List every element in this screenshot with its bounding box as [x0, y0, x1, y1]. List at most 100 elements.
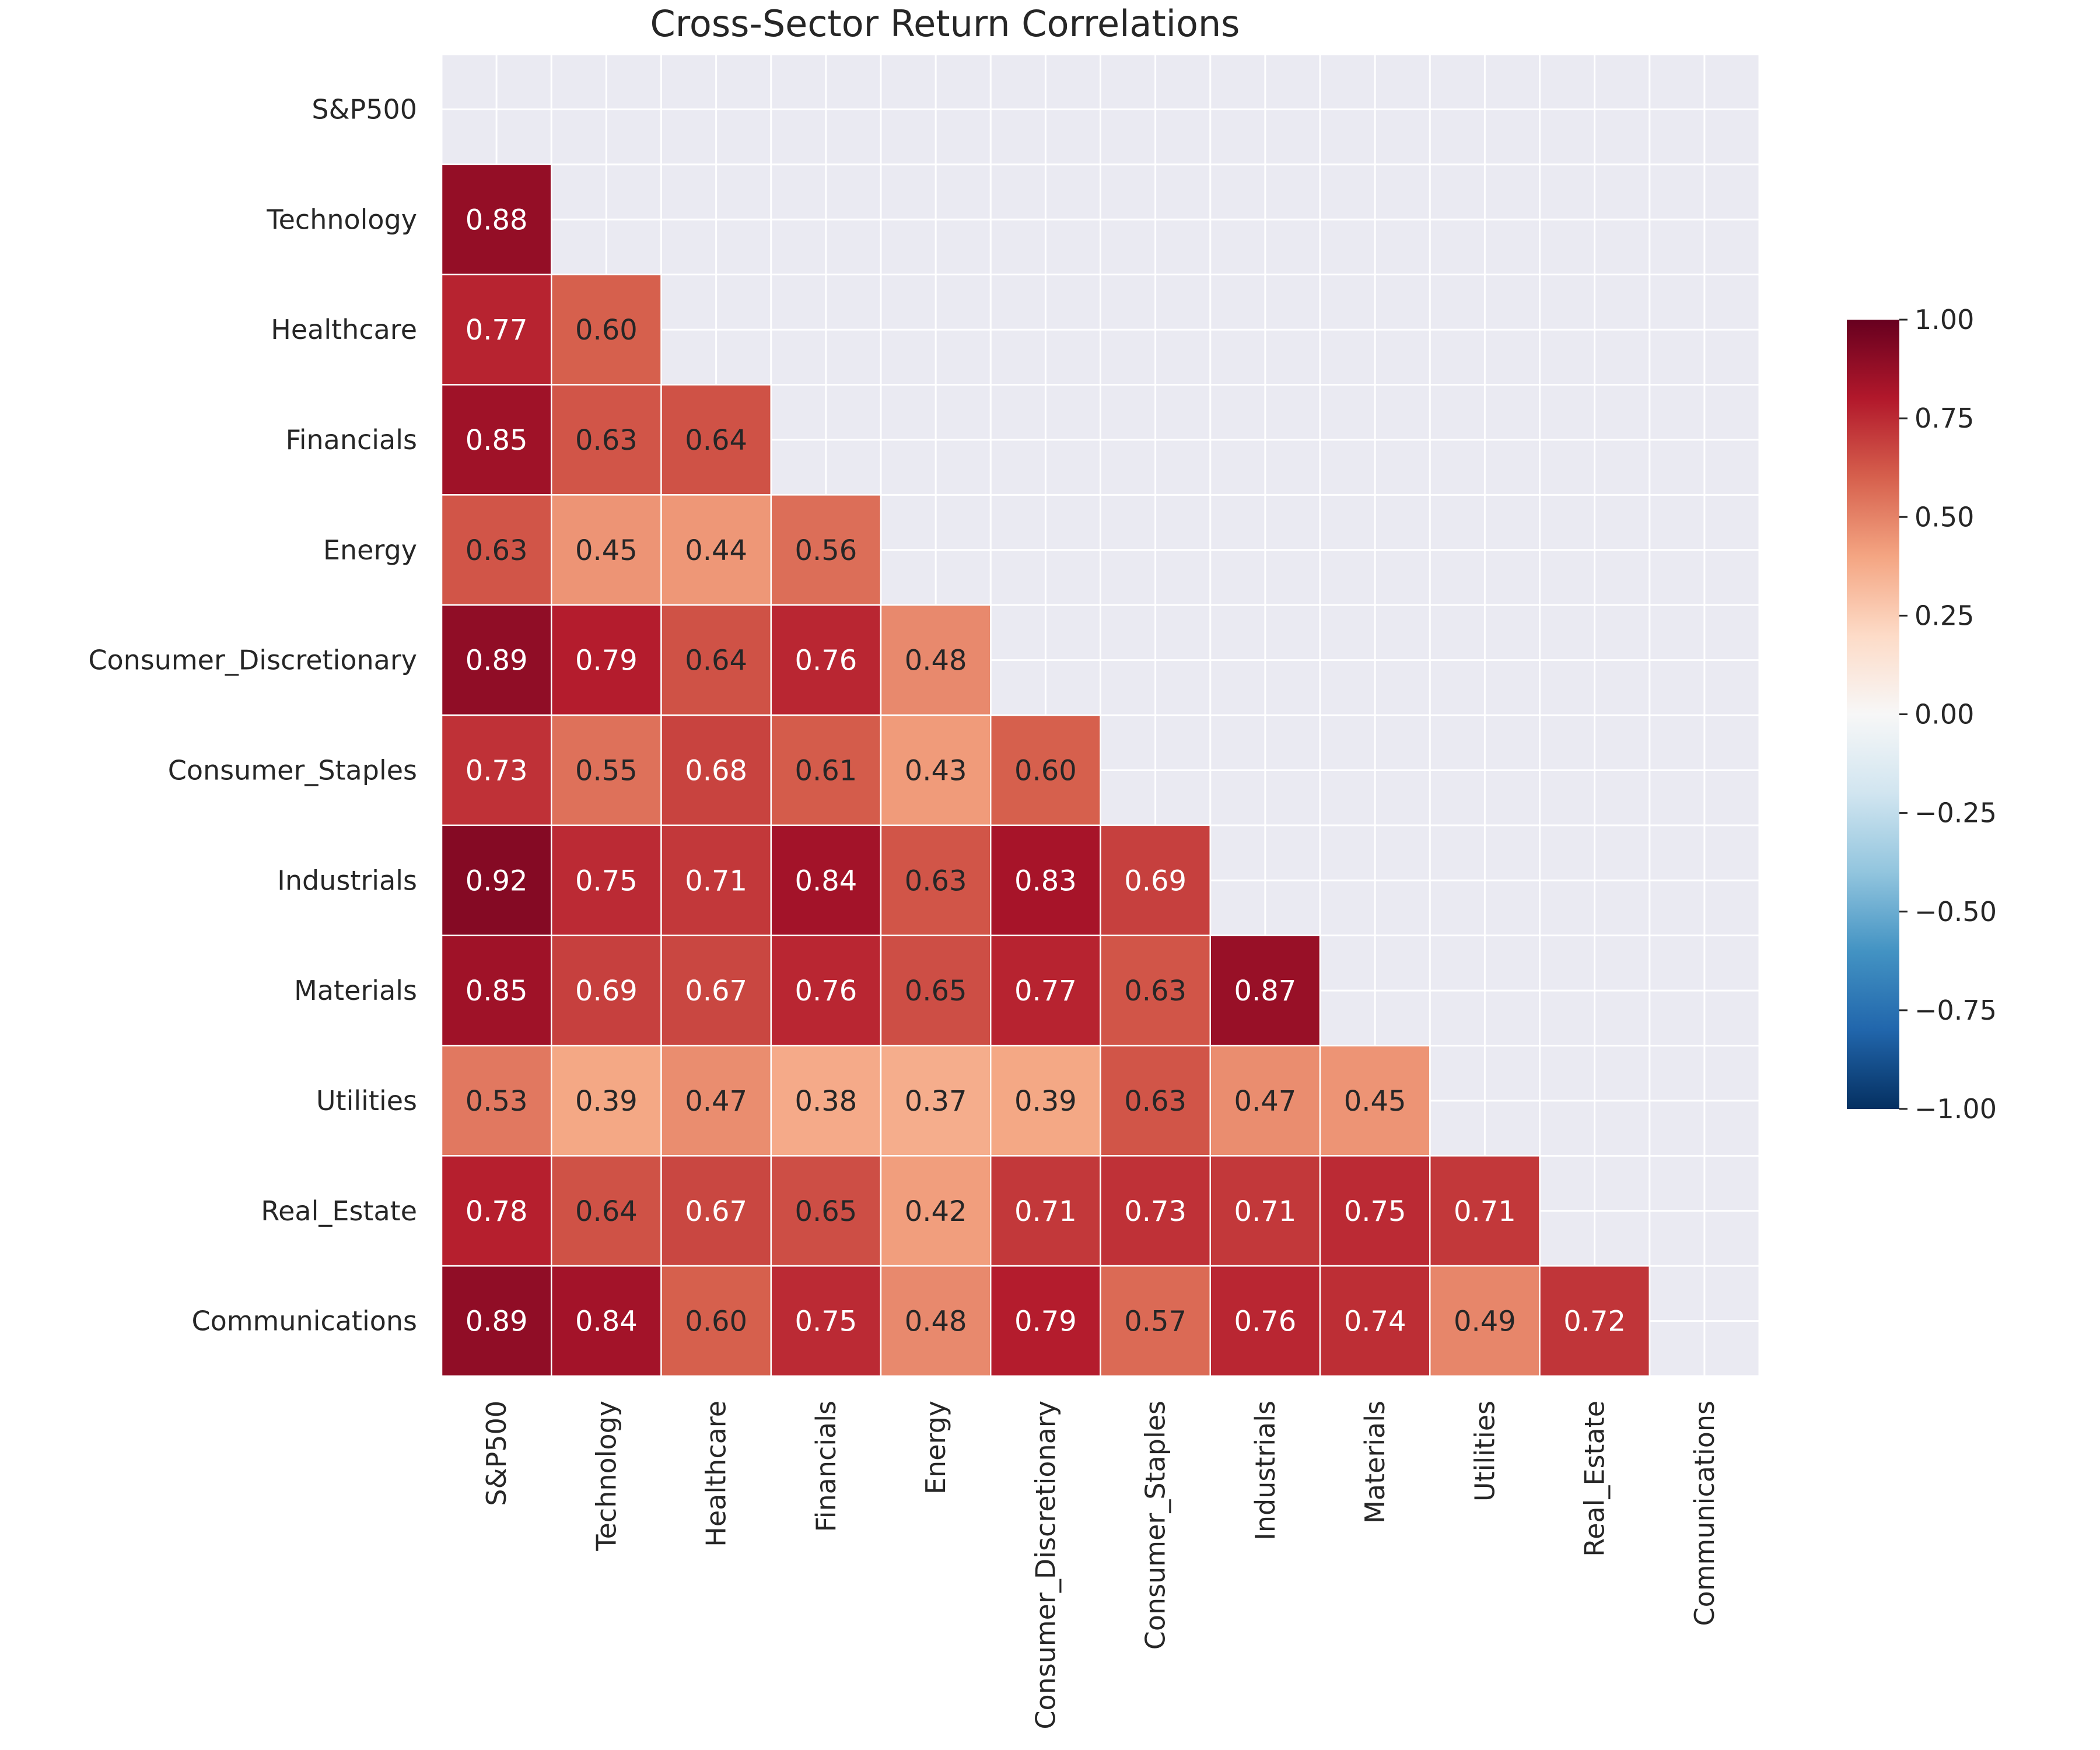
x-tick-label: Industrials: [1250, 1401, 1281, 1541]
heatmap-cell: [551, 494, 662, 606]
x-tick-label: Technology: [590, 1401, 622, 1552]
y-tick-label: Real_Estate: [261, 1195, 417, 1227]
heatmap-cell: [770, 714, 882, 827]
heatmap-cell: [660, 1265, 772, 1377]
cell-value-label: 0.63: [466, 534, 528, 567]
x-tick-label: Communications: [1689, 1401, 1720, 1626]
colorbar-gradient: [1847, 320, 1899, 1109]
cell-value-label: 0.88: [466, 204, 528, 236]
cell-value-label: 0.48: [905, 1306, 967, 1338]
cell-value-label: 0.92: [466, 864, 528, 897]
heatmap-cell: [1319, 1045, 1431, 1157]
cell-value-label: 0.67: [685, 1195, 747, 1228]
cell-value-label: 0.39: [575, 1085, 638, 1118]
heatmap-cell: [770, 935, 882, 1046]
heatmap-cell: [1539, 1265, 1650, 1377]
x-tick-label: S&P500: [481, 1401, 512, 1506]
heatmap-cell: [1209, 935, 1321, 1046]
heatmap-cell: [770, 1265, 882, 1377]
heatmap-cell: [551, 824, 662, 936]
cell-value-label: 0.73: [466, 754, 528, 787]
x-tick-label: Healthcare: [701, 1401, 732, 1547]
heatmap-cell: [440, 1155, 552, 1267]
colorbar-tick-label: −0.75: [1915, 995, 1997, 1026]
cell-value-label: 0.38: [794, 1085, 857, 1118]
cell-value-label: 0.63: [1124, 1085, 1186, 1118]
heatmap-cell: [440, 163, 552, 275]
heatmap-cell: [551, 1265, 662, 1377]
colorbar: 1.00 0.75 0.50 0.25 0.00 −0.25 −0.50 −0.75 −1.00: [1847, 304, 1997, 1125]
y-tick-label: Communications: [191, 1306, 417, 1337]
cell-value-label: 0.53: [466, 1085, 528, 1118]
y-tick-label: Consumer_Discretionary: [88, 645, 417, 676]
heatmap-cell: [770, 1155, 882, 1267]
y-tick-label: Industrials: [277, 864, 417, 896]
cell-value-label: 0.77: [466, 314, 528, 346]
cell-value-label: 0.69: [1124, 864, 1186, 897]
cell-value-label: 0.89: [466, 1306, 528, 1338]
cell-value-label: 0.72: [1563, 1306, 1626, 1338]
cell-value-label: 0.65: [905, 975, 967, 1007]
colorbar-tick-label: 0.75: [1915, 402, 1974, 434]
y-tick-label: Consumer_Staples: [168, 754, 417, 786]
cell-value-label: 0.79: [1014, 1306, 1077, 1338]
y-tick-label: S&P500: [312, 93, 417, 125]
heatmap-cell: [440, 604, 552, 716]
cell-value-label: 0.56: [794, 534, 857, 567]
cell-value-label: 0.45: [575, 534, 638, 567]
y-tick-label: Healthcare: [271, 314, 417, 345]
heatmap-cell: [440, 824, 552, 936]
cell-value-label: 0.76: [794, 645, 857, 677]
x-tick-label: Consumer_Discretionary: [1030, 1401, 1061, 1730]
cell-value-label: 0.85: [466, 975, 528, 1007]
cell-value-label: 0.84: [575, 1306, 638, 1338]
cell-value-label: 0.67: [685, 975, 747, 1007]
heatmap-cell: [1100, 1265, 1211, 1377]
heatmap-cell: [990, 1265, 1101, 1377]
cell-value-label: 0.71: [1454, 1195, 1516, 1228]
cell-value-label: 0.60: [575, 314, 638, 346]
heatmap-cell: [880, 935, 992, 1046]
heatmap-cell: [440, 1045, 552, 1157]
cell-value-label: 0.71: [1014, 1195, 1077, 1228]
x-tick-label: Materials: [1359, 1401, 1391, 1524]
heatmap-cell: [440, 714, 552, 827]
cell-value-label: 0.65: [794, 1195, 857, 1228]
x-tick-label: Utilities: [1469, 1401, 1500, 1502]
heatmap-cell: [1319, 1265, 1431, 1377]
heatmap-cell: [660, 384, 772, 496]
heatmap-cell: [440, 935, 552, 1046]
heatmap-cell: [1429, 1265, 1541, 1377]
cell-value-label: 0.49: [1454, 1306, 1516, 1338]
y-tick-label: Materials: [294, 975, 417, 1006]
cell-value-label: 0.47: [685, 1085, 747, 1118]
heatmap-cell: [990, 935, 1101, 1046]
cell-value-label: 0.85: [466, 424, 528, 457]
cell-value-label: 0.75: [794, 1306, 857, 1338]
cell-value-label: 0.45: [1344, 1085, 1406, 1118]
heatmap-cell: [660, 714, 772, 827]
heatmap-cell: [990, 1045, 1101, 1157]
cell-value-label: 0.60: [1014, 754, 1077, 787]
heatmap-cell: [660, 935, 772, 1046]
heatmap-cell: [990, 1155, 1101, 1267]
colorbar-tick-label: −0.25: [1915, 797, 1997, 829]
heatmap-cell: [551, 714, 662, 827]
heatmap-cell: [551, 1045, 662, 1157]
heatmap-cell: [880, 824, 992, 936]
heatmap-cell: [1100, 935, 1211, 1046]
cell-value-label: 0.74: [1344, 1306, 1406, 1338]
cell-value-label: 0.68: [685, 754, 747, 787]
heatmap-cell: [880, 1265, 992, 1377]
cell-value-label: 0.63: [905, 864, 967, 897]
cell-value-label: 0.61: [794, 754, 857, 787]
heatmap-cell: [1100, 824, 1211, 936]
cell-value-label: 0.63: [1124, 975, 1186, 1007]
cell-value-label: 0.75: [575, 864, 638, 897]
cell-value-label: 0.87: [1234, 975, 1296, 1007]
cell-value-label: 0.57: [1124, 1306, 1186, 1338]
chart-title: Cross-Sector Return Correlations: [650, 2, 1240, 45]
cell-value-label: 0.60: [685, 1306, 747, 1338]
cell-value-label: 0.84: [794, 864, 857, 897]
